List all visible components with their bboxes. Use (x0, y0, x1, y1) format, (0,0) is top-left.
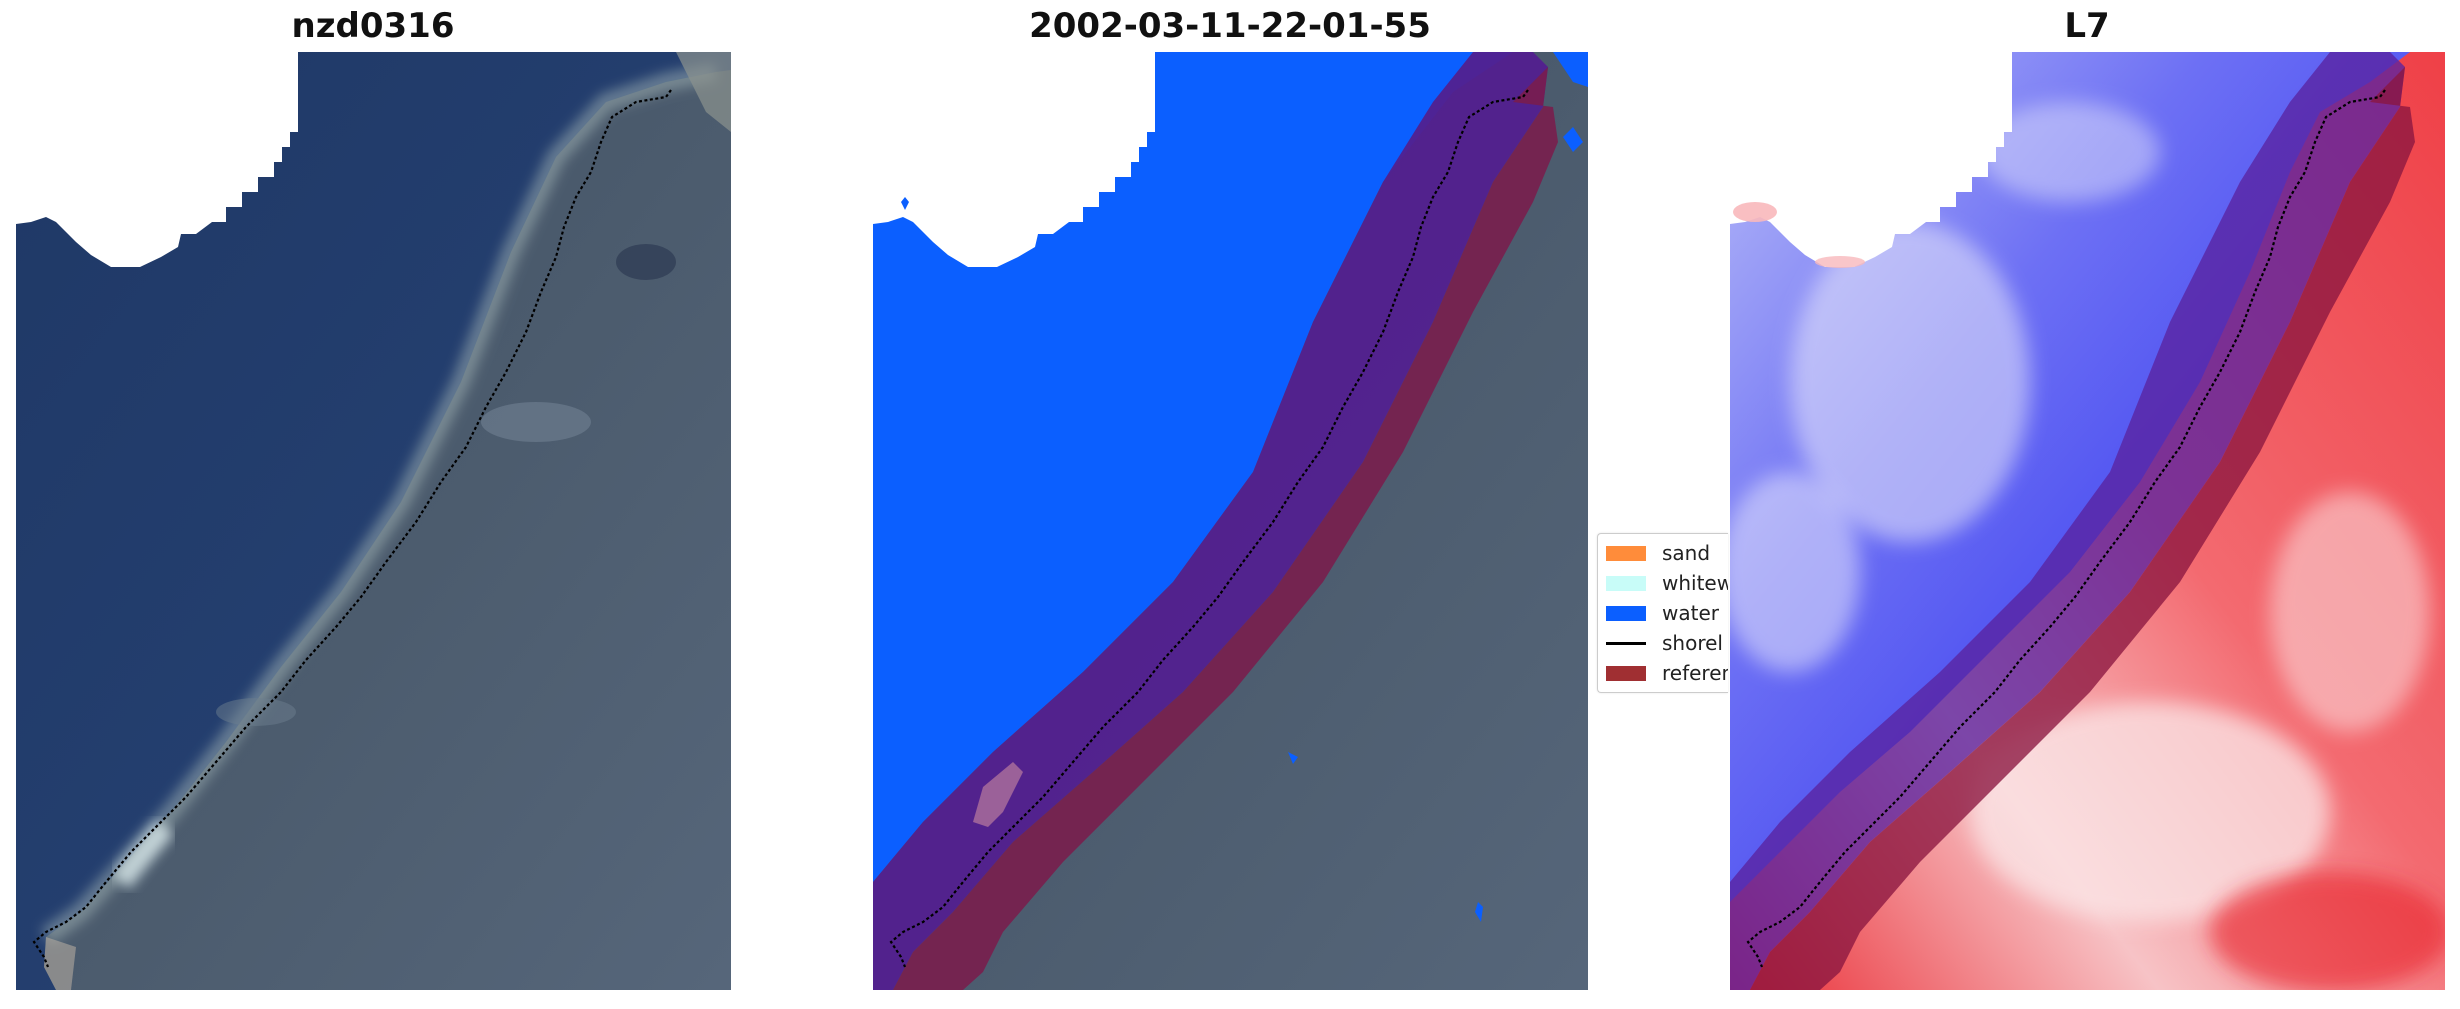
legend: sand whitew water shorel referen (1597, 533, 1728, 693)
legend-line-shoreline (1606, 641, 1646, 645)
panel-rgb-image (16, 52, 731, 990)
classification-image (873, 52, 1588, 990)
legend-swatch-reference (1606, 665, 1646, 681)
legend-label-water: water (1662, 601, 1719, 625)
rgb-image (16, 52, 731, 990)
legend-item-whitewater: whitew (1606, 571, 1728, 595)
legend-item-water: water (1606, 601, 1719, 625)
legend-label-shoreline: shorel (1662, 631, 1723, 655)
title-right: L7 (2064, 6, 2110, 46)
legend-swatch-whitewater (1606, 575, 1646, 591)
legend-label-whitewater: whitew (1662, 571, 1728, 595)
legend-item-reference: referen (1606, 661, 1728, 685)
panel-classification (873, 52, 1588, 990)
legend-item-sand: sand (1606, 541, 1711, 565)
legend-label-reference: referen (1662, 661, 1728, 685)
index-map-image (1730, 52, 2445, 990)
legend-label-sand: sand (1662, 541, 1711, 565)
panel-index-map (1730, 52, 2445, 990)
legend-swatch-sand (1606, 545, 1646, 561)
legend-swatch-water (1606, 605, 1646, 621)
legend-item-shoreline: shorel (1606, 631, 1723, 655)
title-middle: 2002-03-11-22-01-55 (1029, 6, 1431, 46)
title-left: nzd0316 (291, 6, 455, 46)
